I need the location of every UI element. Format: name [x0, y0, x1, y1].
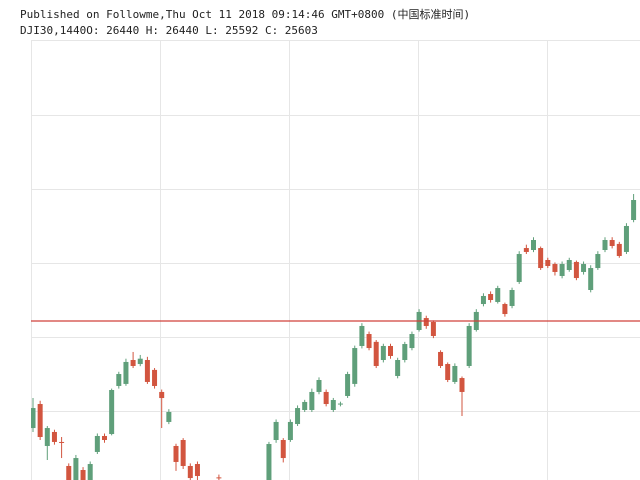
- candle-body: [102, 435, 107, 440]
- candle-body: [109, 390, 115, 435]
- candle-body: [509, 290, 515, 306]
- candle-body: [94, 435, 100, 452]
- candle-body: [488, 294, 494, 300]
- candle-body: [280, 440, 286, 459]
- candle-body: [616, 243, 622, 256]
- candle-body: [130, 360, 136, 366]
- candle-body: [273, 421, 279, 440]
- candle-body: [66, 465, 72, 480]
- candle-body: [466, 325, 472, 366]
- candle-body: [80, 470, 86, 480]
- candle-body: [116, 374, 122, 386]
- candle-body: [352, 348, 358, 384]
- candle-body: [159, 391, 165, 399]
- candle-body: [295, 408, 301, 425]
- candle-body: [323, 391, 329, 405]
- candle-body: [538, 248, 544, 269]
- candle-body: [445, 364, 451, 380]
- candle-body: [287, 421, 293, 440]
- candle-body: [173, 445, 179, 462]
- candle-body: [602, 240, 608, 250]
- candle-body: [330, 400, 336, 410]
- candle-body: [31, 408, 36, 429]
- candle-body: [388, 345, 393, 356]
- candle-body: [523, 248, 529, 252]
- candle-body: [73, 458, 79, 480]
- candle-body: [623, 225, 629, 252]
- summary-label: C:: [265, 24, 278, 37]
- summary-value: 26440: [106, 24, 139, 37]
- chart-title: Published on Followme,Thu Oct 11 2018 09…: [20, 7, 470, 21]
- summary-label: L:: [205, 24, 218, 37]
- candle-body: [59, 441, 65, 443]
- candle-body: [559, 264, 565, 276]
- candle-body: [531, 240, 536, 250]
- candle-body: [438, 351, 444, 366]
- candle-body: [302, 401, 308, 410]
- candle-body: [402, 344, 408, 360]
- candle-body: [566, 260, 572, 270]
- candle-body: [166, 411, 172, 422]
- candle-body: [194, 464, 200, 476]
- candle-body: [216, 477, 222, 479]
- candle-body: [51, 431, 57, 442]
- candles: [31, 194, 637, 480]
- candle-body: [430, 321, 436, 336]
- candle-body: [44, 428, 50, 446]
- candle-body: [545, 260, 551, 266]
- candle-body: [588, 268, 594, 290]
- candle-body: [573, 261, 579, 279]
- candle-body: [380, 345, 386, 360]
- candle-body: [595, 254, 601, 269]
- summary-label: O:: [86, 24, 99, 37]
- candle-body: [516, 254, 522, 282]
- candle-body: [187, 465, 193, 479]
- candle-body: [502, 304, 508, 315]
- candle-body: [152, 369, 158, 386]
- candle-body: [345, 374, 351, 396]
- grid: [31, 40, 640, 480]
- candle-body: [423, 318, 429, 326]
- candle-body: [359, 325, 365, 346]
- candle-body: [452, 365, 458, 382]
- candle-body: [137, 358, 143, 365]
- candle-body: [144, 360, 150, 382]
- ohlc-summary: DJI30,1440O: 26440 H: 26440 L: 25592 C: 25603: [20, 24, 318, 37]
- candle-body: [609, 240, 615, 246]
- candle-body: [266, 444, 272, 480]
- candle-body: [309, 391, 315, 410]
- candle-body: [37, 404, 43, 438]
- candle-body: [366, 334, 372, 349]
- summary-value: 26440: [166, 24, 199, 37]
- candle-body: [631, 200, 637, 220]
- candle-body: [373, 341, 379, 366]
- symbol: DJI30,1440: [20, 24, 86, 37]
- candle-body: [395, 360, 401, 376]
- candle-body: [459, 378, 465, 392]
- candle-body: [409, 334, 415, 349]
- candle-body: [337, 403, 343, 405]
- summary-label: H:: [146, 24, 159, 37]
- summary-value: 25592: [225, 24, 258, 37]
- candle-body: [123, 361, 129, 384]
- candle-body: [180, 440, 186, 466]
- candle-body: [581, 264, 587, 272]
- candle-body: [480, 295, 486, 305]
- summary-value: 25603: [285, 24, 318, 37]
- candle-body: [495, 288, 501, 302]
- candle-body: [316, 380, 322, 392]
- candle-body: [87, 464, 93, 480]
- candle-body: [552, 264, 558, 272]
